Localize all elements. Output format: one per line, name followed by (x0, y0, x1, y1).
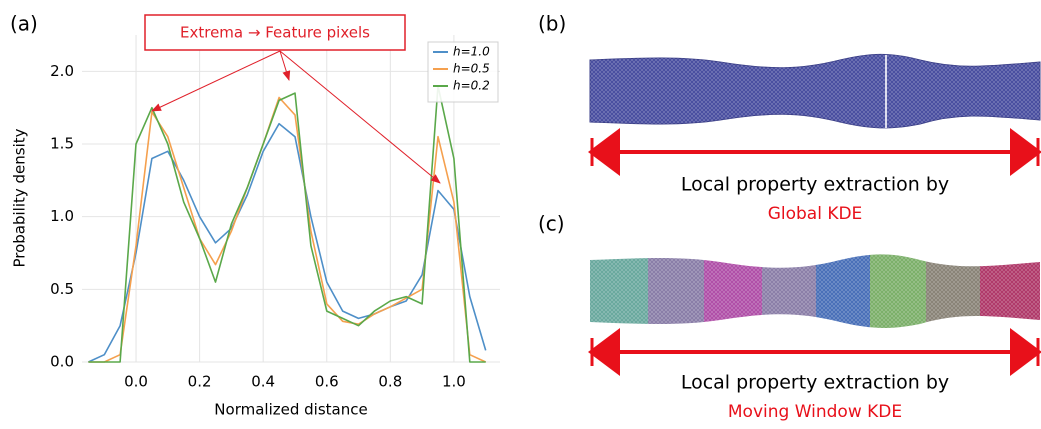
arrow (279, 50, 441, 184)
panel-label: (a) (10, 12, 38, 36)
x-tick-label: 0.6 (315, 373, 339, 391)
x-tick-label: 1.0 (442, 373, 466, 391)
annotation-box (144, 14, 406, 51)
panel-c: (c) Local property extraction by Moving … (538, 212, 1041, 422)
panel-label: (b) (538, 12, 566, 36)
y-tick-label: 1.0 (50, 207, 74, 225)
series-line (88, 96, 487, 363)
x-tick-label: 0.8 (378, 373, 402, 391)
legend-label: h=0.5 (453, 62, 490, 76)
method: Global KDE (768, 204, 863, 224)
legend-label: h=1.0 (453, 45, 490, 59)
caption: Local property extraction by (681, 174, 949, 196)
series-line (88, 85, 486, 363)
arrow (151, 50, 281, 112)
x-axis-label: Normalized distance (214, 401, 367, 419)
y-axis-label: Probability density (11, 128, 29, 267)
plot-a: (a) Probability density Normalized dista… (10, 12, 500, 419)
annotation: Extrema → Feature pixels (144, 14, 441, 184)
x-tick-label: 0.4 (251, 373, 275, 391)
arrow (279, 50, 291, 81)
y-tick-label: 2.0 (50, 62, 74, 80)
tube-segments (590, 254, 1040, 328)
y-tick-label: 1.5 (50, 135, 74, 153)
series-line (88, 122, 487, 363)
panel-label: (c) (538, 212, 565, 236)
x-tick-label: 0.0 (124, 373, 148, 391)
panel-b: (b) Local property extraction by Global … (538, 12, 1041, 224)
method: Moving Window KDE (728, 402, 902, 422)
y-tick-label: 0.0 (50, 353, 74, 371)
legend-label: h=0.2 (453, 79, 490, 93)
x-tick-label: 0.2 (188, 373, 212, 391)
annotation-text: Extrema → Feature pixels (180, 24, 370, 42)
y-tick-label: 0.5 (50, 280, 74, 298)
caption: Local property extraction by (681, 372, 949, 394)
legend-box (427, 41, 499, 103)
